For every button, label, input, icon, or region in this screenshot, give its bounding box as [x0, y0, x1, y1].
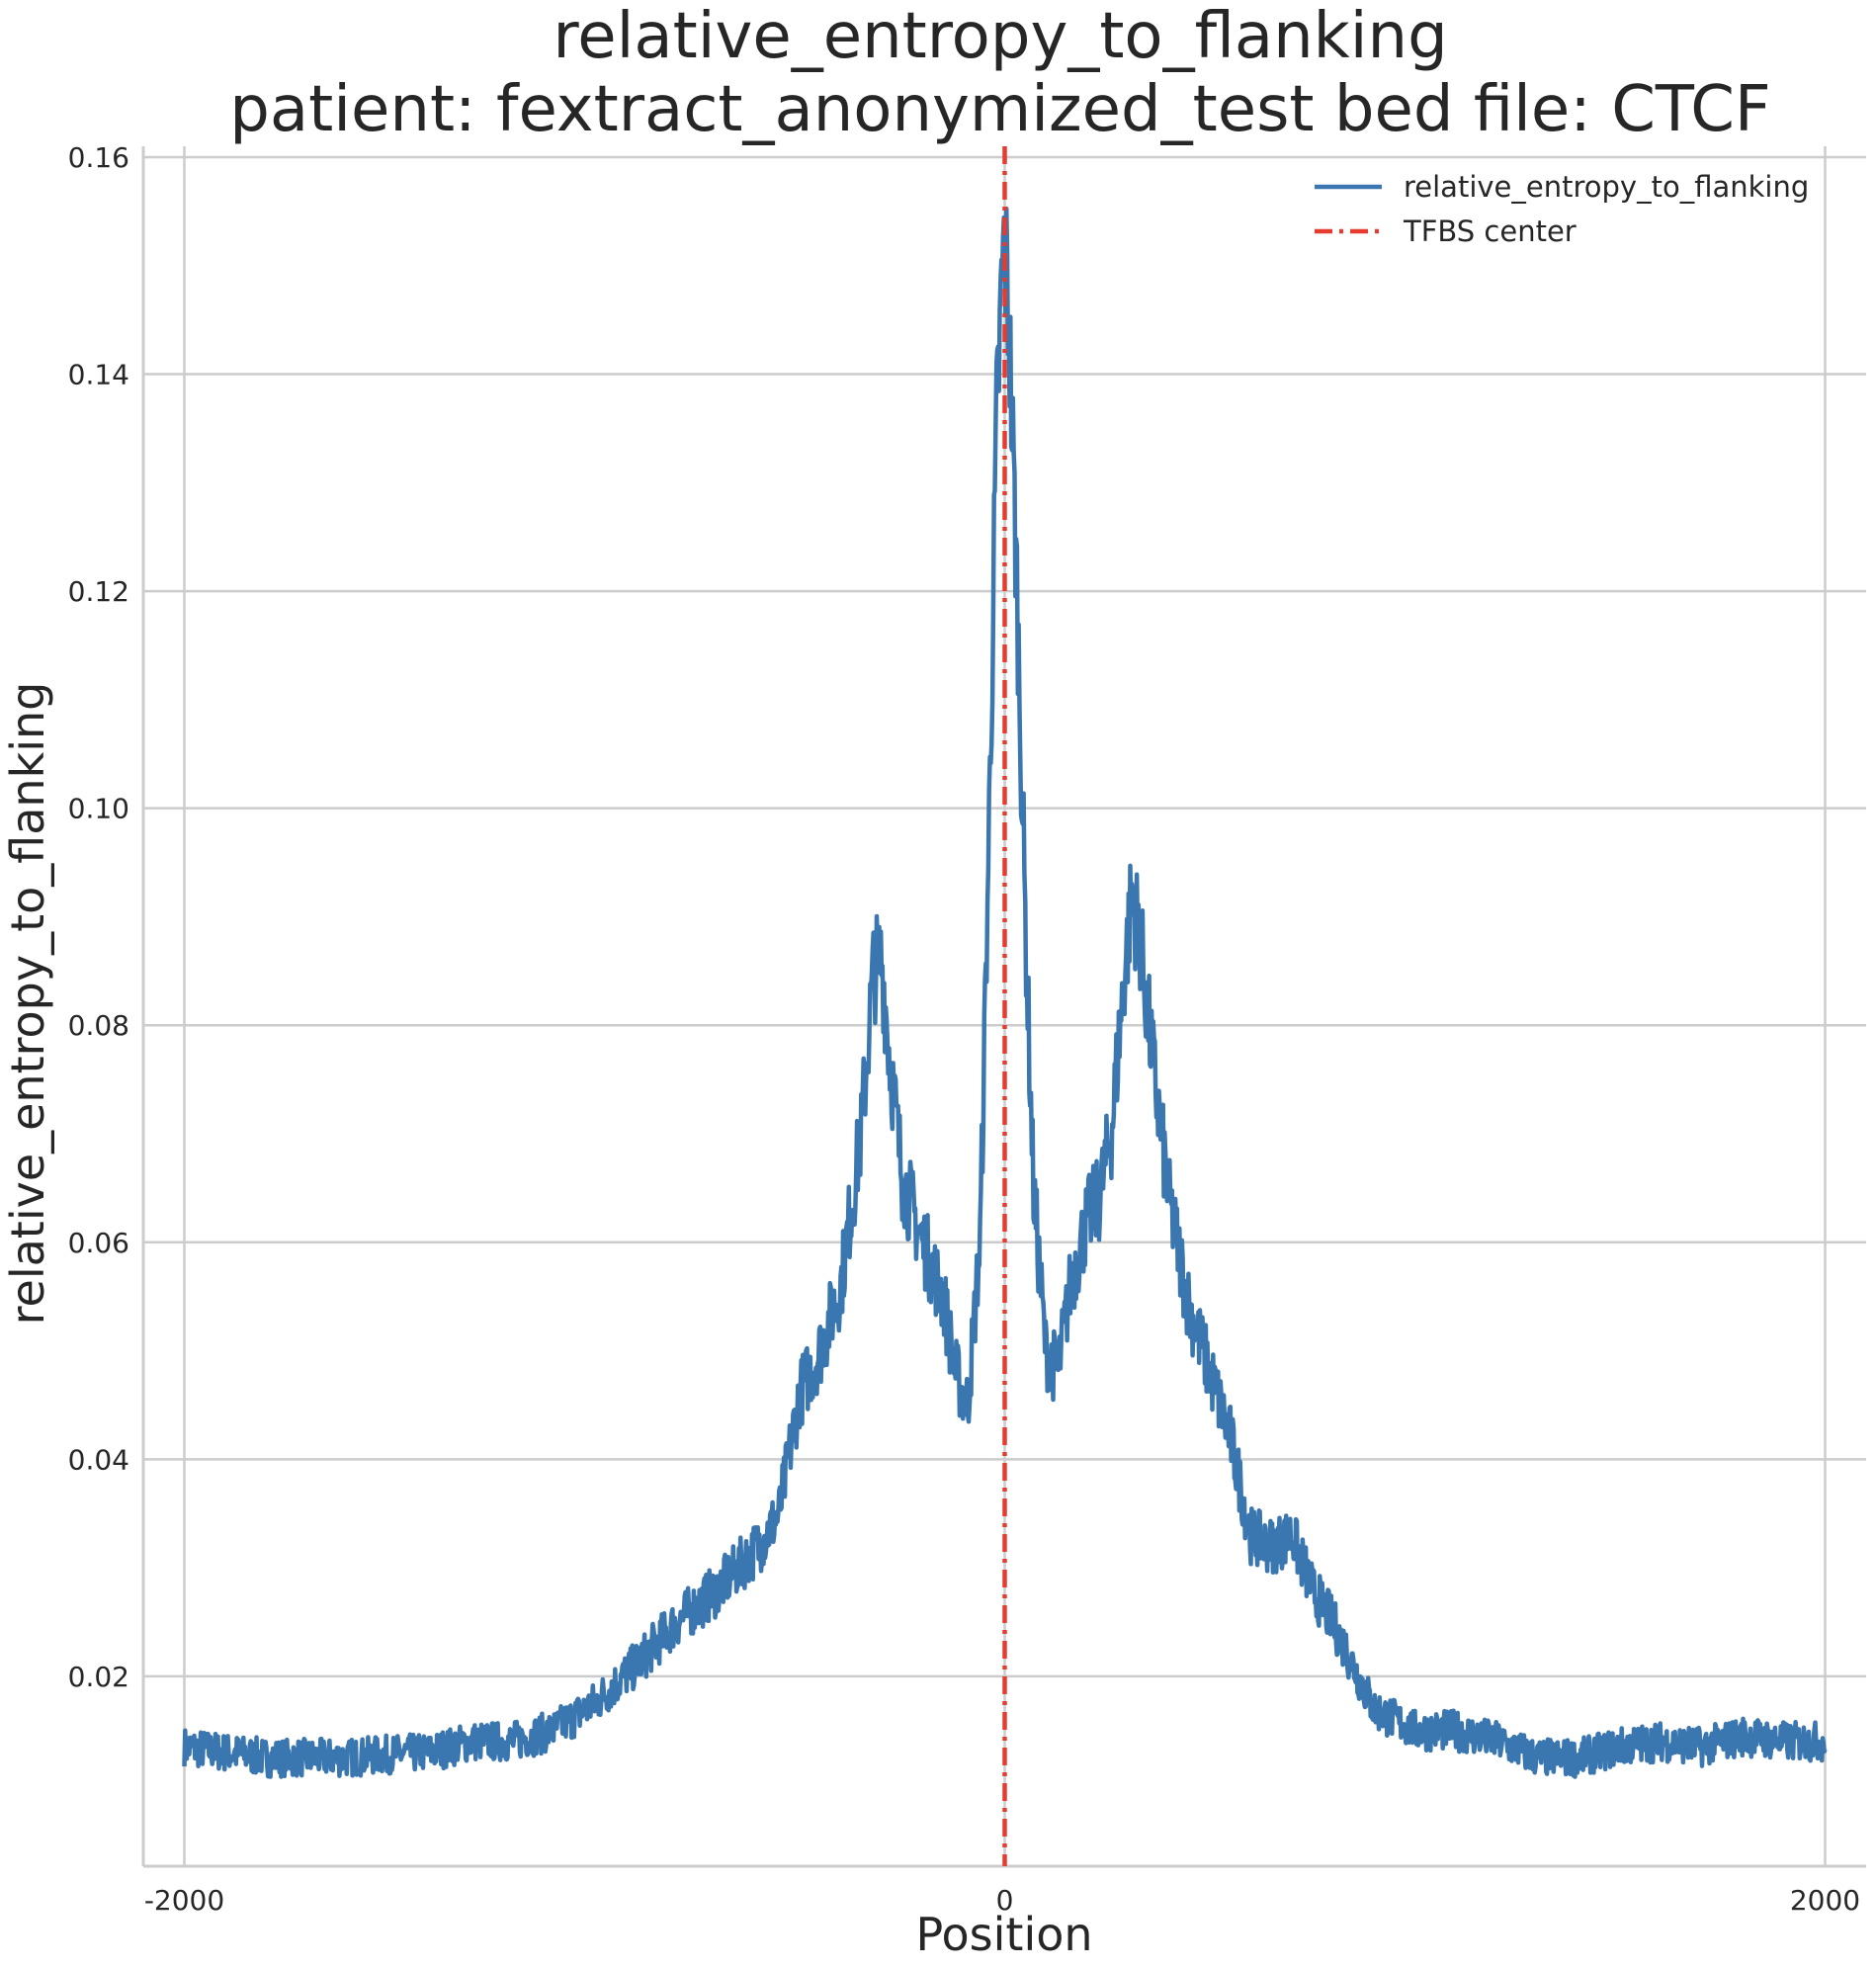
y-tick-label: 0.06	[68, 1227, 129, 1259]
x-axis-label: Position	[915, 1908, 1092, 1961]
legend: relative_entropy_to_flanking TFBS center	[1315, 170, 1809, 248]
y-tick-label: 0.14	[68, 359, 129, 391]
legend-label-entropy: relative_entropy_to_flanking	[1404, 170, 1809, 204]
y-tick-label: 0.02	[68, 1661, 129, 1693]
y-tick-label: 0.12	[68, 575, 129, 608]
x-tick-label: -2000	[144, 1884, 224, 1917]
y-axis-label: relative_entropy_to_flanking	[1, 682, 54, 1326]
tick-labels: 0.02 0.04 0.06 0.08 0.10 0.12 0.14 0.16 -2000 0 20…	[68, 141, 1860, 1917]
x-tick-label: 0	[996, 1884, 1014, 1917]
y-tick-label: 0.04	[68, 1443, 129, 1476]
chart-subtitle: patient: fextract_anonymized_test bed fi…	[229, 73, 1770, 146]
legend-label-tfbs-center: TFBS center	[1403, 214, 1577, 248]
y-tick-label: 0.16	[68, 141, 129, 174]
plot-area	[182, 146, 1828, 1866]
y-tick-label: 0.08	[68, 1009, 129, 1042]
x-tick-label: 2000	[1790, 1884, 1860, 1917]
y-tick-label: 0.10	[68, 793, 129, 825]
chart-title: relative_entropy_to_flanking	[553, 0, 1447, 73]
